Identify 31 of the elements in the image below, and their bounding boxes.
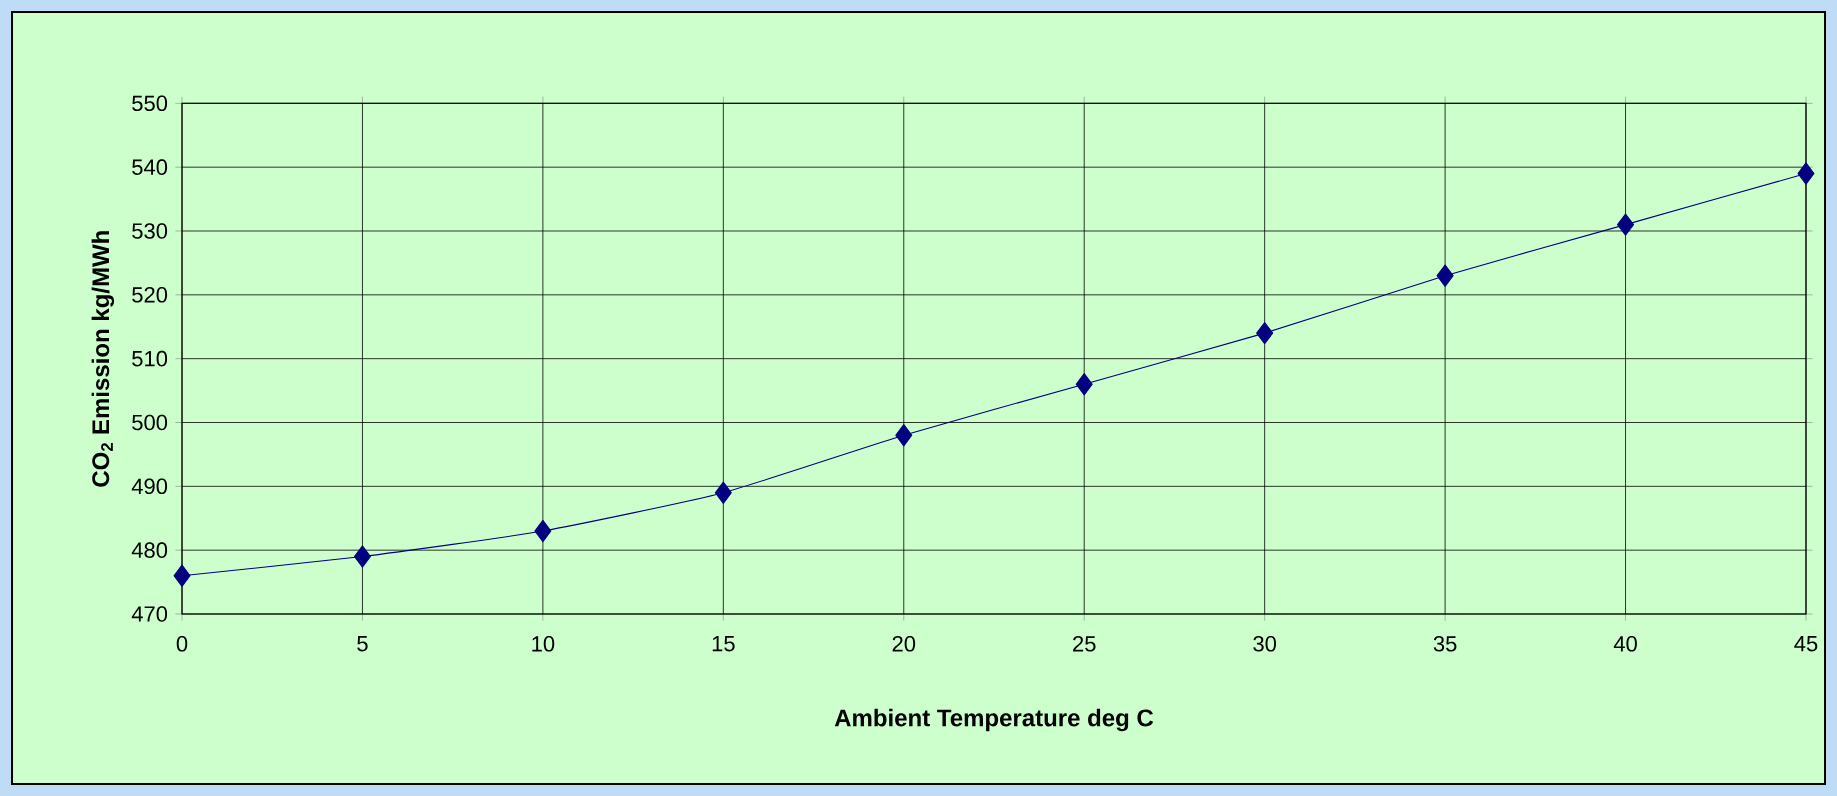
point [895, 424, 913, 447]
point [1075, 372, 1093, 396]
point [534, 519, 552, 543]
y-tick-label: 490 [131, 478, 168, 495]
y-tick-label: 510 [132, 350, 168, 367]
point [714, 481, 732, 504]
point [1797, 162, 1815, 185]
x-tick-label: 0 [176, 636, 188, 652]
y-axis-title: CO$_{2}$ Emission kg/MWh [91, 231, 115, 487]
x-tick-label: 30 [1253, 636, 1277, 652]
y-tick-label: 530 [132, 223, 168, 239]
y-tick-label: 520 [132, 287, 168, 303]
y-tick-label: 470 [131, 606, 168, 622]
x-tick-label: 25 [1073, 636, 1096, 652]
x-tick-label: 5 [357, 636, 368, 652]
y-tick-label: 480 [131, 542, 168, 558]
x-axis-title: Ambient Temperature deg C [834, 708, 1154, 732]
y-tick-label: 500 [132, 414, 168, 431]
point [1256, 321, 1274, 345]
y-tick-label: 540 [132, 159, 168, 175]
x-tick-label: 15 [712, 636, 735, 652]
point [353, 545, 371, 568]
point [1617, 213, 1635, 236]
x-tick-label: 20 [892, 636, 916, 652]
point [173, 564, 191, 587]
x-tick-label: 45 [1794, 636, 1818, 652]
x-tick-label: 40 [1613, 636, 1637, 652]
x-tick-label: 10 [532, 636, 555, 652]
y-tick-label: 550 [132, 95, 168, 112]
point [1436, 264, 1454, 287]
x-tick-label: 35 [1433, 636, 1457, 652]
